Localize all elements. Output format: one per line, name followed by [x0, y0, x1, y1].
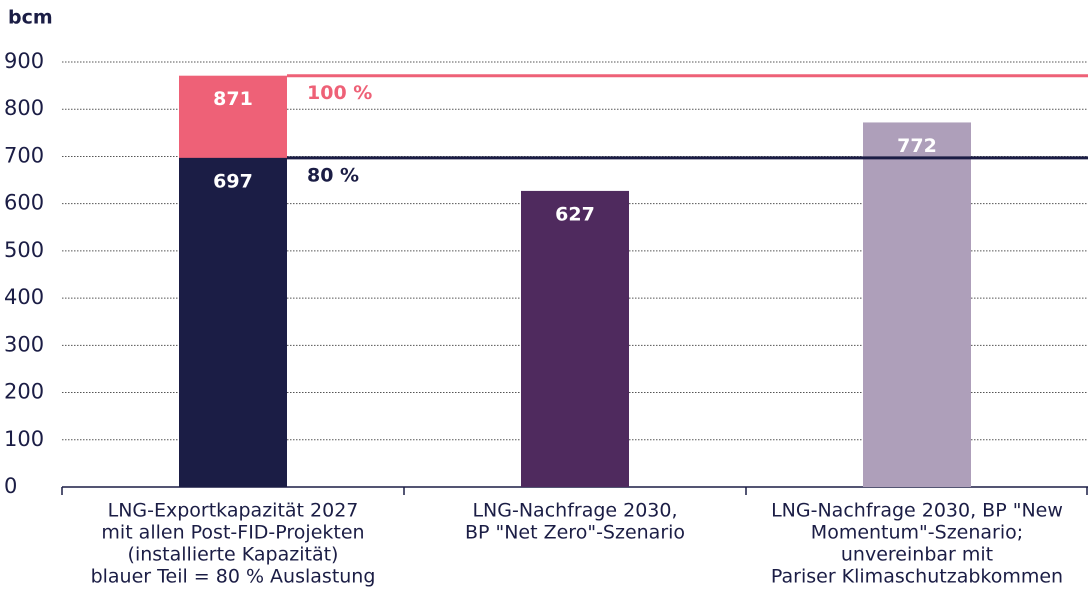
x-tick-label: LNG-Nachfrage 2030, BP "New: [771, 500, 1063, 522]
x-tick-label: LNG-Exportkapazität 2027: [108, 500, 359, 522]
bar: [521, 190, 629, 487]
bar: [863, 122, 971, 487]
reference-label: 80 %: [307, 164, 359, 186]
y-tick-label: 900: [4, 49, 44, 73]
y-tick-label: 400: [4, 285, 44, 309]
y-tick-label: 0: [4, 474, 17, 498]
bar: [179, 157, 287, 487]
x-tick-label: Momentum"-Szenario;: [811, 522, 1023, 544]
y-axis-label: bcm: [8, 7, 53, 29]
x-tick-label: mit allen Post-FID-Projekten: [101, 522, 364, 544]
y-tick-label: 100: [4, 427, 44, 451]
y-tick-label: 600: [4, 191, 44, 215]
y-tick-label: 800: [4, 96, 44, 120]
x-tick-label: blauer Teil = 80 % Auslastung: [91, 566, 376, 588]
y-tick-label: 200: [4, 380, 44, 404]
y-tick-label: 700: [4, 143, 44, 167]
x-tick-label: LNG-Nachfrage 2030,: [472, 500, 677, 522]
value-label: 871: [213, 88, 253, 110]
value-label: 697: [213, 170, 253, 192]
x-tick-label: (installierte Kapazität): [128, 544, 339, 566]
y-tick-label: 300: [4, 332, 44, 356]
x-tick-label: BP "Net Zero"-Szenario: [465, 522, 685, 544]
value-label: 627: [555, 203, 595, 225]
x-tick-label: unvereinbar mit: [841, 544, 993, 566]
reference-label: 100 %: [307, 82, 372, 104]
y-tick-label: 500: [4, 238, 44, 262]
value-label: 772: [897, 135, 937, 157]
x-tick-label: Pariser Klimaschutzabkommen: [771, 566, 1063, 588]
